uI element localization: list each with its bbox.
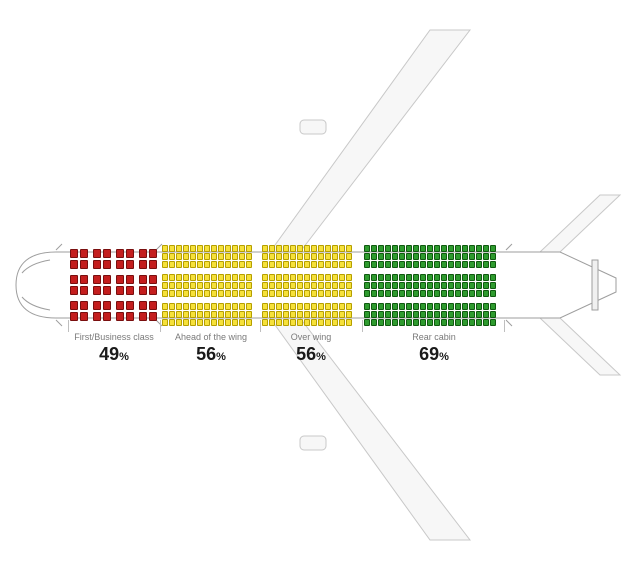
section-pct: 69% (364, 344, 504, 365)
section-divider-tick (68, 320, 69, 332)
section-divider-tick (160, 320, 161, 332)
section-divider-tick (362, 320, 363, 332)
section-pct: 49% (68, 344, 160, 365)
section-name: First/Business class (68, 332, 160, 342)
section-name: Over wing (262, 332, 360, 342)
section-label-over: Over wing 56% (262, 332, 360, 365)
section-pct: 56% (262, 344, 360, 365)
section-divider-tick (504, 320, 505, 332)
section-label-first: First/Business class 49% (68, 332, 160, 365)
section-labels: First/Business class 49%Ahead of the wing… (0, 0, 630, 567)
section-label-ahead: Ahead of the wing 56% (162, 332, 260, 365)
section-divider-tick (260, 320, 261, 332)
section-name: Rear cabin (364, 332, 504, 342)
section-pct: 56% (162, 344, 260, 365)
section-label-rear: Rear cabin 69% (364, 332, 504, 365)
section-name: Ahead of the wing (162, 332, 260, 342)
